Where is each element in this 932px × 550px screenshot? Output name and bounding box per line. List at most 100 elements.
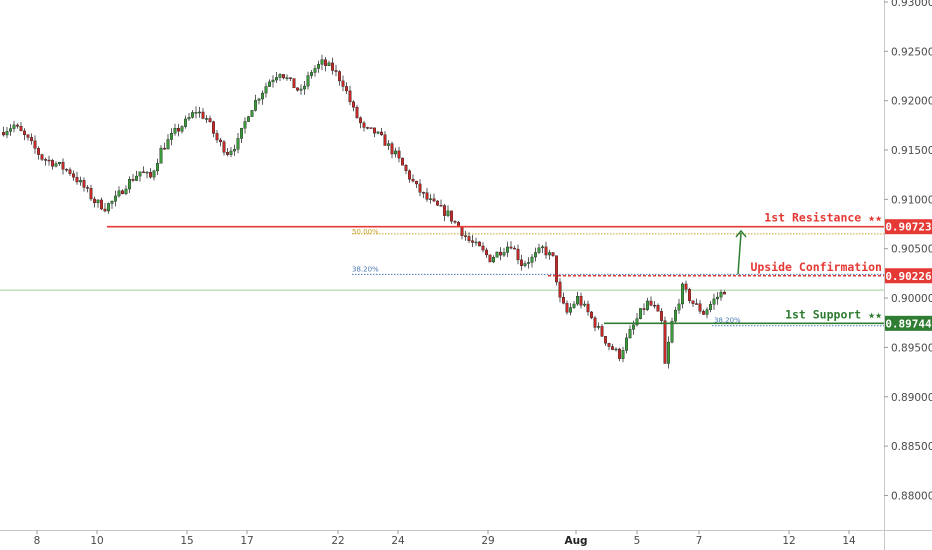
- candle-body: [106, 203, 110, 212]
- candle-body: [383, 134, 387, 146]
- candle-body: [597, 326, 601, 328]
- candle-body: [229, 150, 233, 155]
- candle-body: [418, 183, 422, 193]
- candle-body: [415, 180, 419, 185]
- fib-label: 38.20%: [714, 317, 741, 325]
- candle-body: [317, 64, 321, 69]
- candle-body: [303, 85, 307, 90]
- candle-body: [78, 180, 82, 183]
- candle-body: [436, 200, 440, 206]
- candle-body: [506, 246, 510, 253]
- y-tick-label: 0.92000: [891, 96, 932, 108]
- candle-body: [313, 68, 317, 73]
- candle-body: [422, 192, 426, 194]
- candle-body: [257, 98, 261, 101]
- candle-body: [2, 132, 5, 136]
- candle-body: [51, 160, 55, 167]
- candle-body: [236, 138, 240, 150]
- levels: 1st Resistance ★★0.90723 Upside Confirmat…: [107, 211, 932, 331]
- candle-body: [338, 71, 342, 82]
- candle-body: [373, 127, 377, 134]
- level-price-tag: [885, 219, 932, 235]
- candle-body: [138, 171, 142, 177]
- candle-body: [334, 70, 338, 72]
- candle-body: [555, 255, 559, 283]
- candle-body: [516, 248, 520, 261]
- candle-body: [411, 179, 415, 182]
- candle-body: [656, 304, 660, 312]
- candle-body: [64, 168, 68, 171]
- candle-body: [166, 139, 170, 150]
- candle-body: [562, 297, 566, 304]
- candle-body: [261, 92, 265, 100]
- candle-body: [632, 324, 636, 330]
- candle-body: [253, 100, 257, 111]
- candle-body: [607, 343, 611, 347]
- candle-body: [320, 59, 324, 65]
- level-label: Upside Confirmation: [750, 260, 882, 274]
- candle-body: [218, 139, 222, 143]
- level-price-tag: [885, 268, 932, 284]
- candle-body: [443, 205, 447, 216]
- candle-body: [71, 173, 75, 178]
- candle-body: [590, 311, 594, 319]
- x-tick-label: 22: [331, 535, 344, 547]
- candles: [2, 54, 727, 369]
- candle-body: [558, 281, 562, 298]
- candle-body: [222, 141, 226, 153]
- x-tick-label: 10: [90, 535, 103, 547]
- candle-body: [190, 112, 194, 118]
- candle-body: [47, 159, 51, 162]
- candle-body: [369, 127, 373, 129]
- candle-body: [702, 311, 706, 315]
- candle-body: [674, 309, 678, 322]
- candle-body: [670, 320, 674, 343]
- candle-body: [264, 86, 268, 94]
- y-axis[interactable]: 0.93000 0.92500 0.92000 0.91500 0.91000 0.905…: [884, 0, 932, 550]
- candle-body: [716, 296, 720, 300]
- candle-body: [450, 210, 454, 222]
- candle-body: [169, 133, 173, 140]
- candle-body: [239, 127, 243, 139]
- candle-body: [390, 143, 394, 155]
- candle-body: [327, 62, 331, 66]
- candle-body: [404, 165, 408, 171]
- candle-body: [583, 303, 587, 306]
- candle-body: [709, 304, 713, 310]
- candle-body: [639, 308, 643, 319]
- candle-body: [54, 163, 58, 167]
- candle-body: [502, 252, 506, 256]
- candle-body: [96, 199, 100, 204]
- candle-body: [44, 159, 48, 161]
- candle-body: [499, 251, 503, 256]
- candle-body: [586, 303, 590, 313]
- candle-body: [113, 195, 117, 202]
- candle-body: [523, 263, 527, 266]
- candle-body: [117, 190, 121, 197]
- candle-body: [243, 121, 247, 129]
- candle-body: [201, 111, 205, 119]
- candle-body: [285, 77, 289, 79]
- candle-body: [103, 208, 107, 212]
- candle-body: [719, 291, 723, 298]
- candle-body: [576, 296, 580, 305]
- target-arrow-head: [735, 229, 747, 238]
- candle-body: [162, 147, 166, 150]
- candle-body: [488, 254, 492, 263]
- candle-body: [408, 170, 412, 180]
- candle-body: [324, 59, 328, 66]
- candle-body: [705, 309, 709, 315]
- candle-body: [61, 161, 65, 170]
- candle-body: [614, 348, 618, 351]
- candle-body: [148, 171, 152, 178]
- candle-body: [30, 137, 34, 142]
- candle-body: [58, 161, 62, 164]
- candle-body: [425, 192, 429, 200]
- candle-body: [40, 154, 44, 160]
- candle-body: [604, 336, 608, 344]
- candle-body: [534, 252, 538, 258]
- x-axis[interactable]: 8 10 15 17 22 24 29 Aug 5 7 12 14: [0, 530, 932, 547]
- candle-body: [75, 176, 79, 183]
- candle-body: [695, 303, 699, 305]
